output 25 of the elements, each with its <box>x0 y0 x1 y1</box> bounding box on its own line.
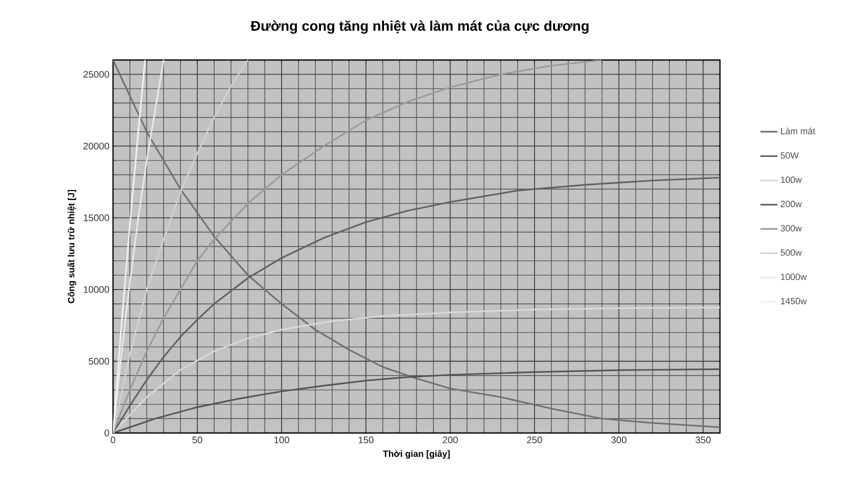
x-axis-title: Thời gian [giây] <box>382 450 450 459</box>
y-axis-title: Công suất lưu trữ nhiệt [J] <box>67 190 76 304</box>
x-tick-label: 0 <box>110 436 116 444</box>
chart-title: Đường cong tăng nhiệt và làm mát của cực dương <box>250 20 589 34</box>
y-tick-label: 20000 <box>84 142 110 150</box>
x-tick-label: 300 <box>611 436 626 444</box>
legend-label: 1450w <box>780 298 807 304</box>
x-tick-label: 200 <box>442 436 458 444</box>
legend-label: Làm mát <box>781 128 816 134</box>
legend-label: 1000w <box>780 274 807 280</box>
y-tick-label: 5000 <box>88 358 110 365</box>
y-tick-label: 0 <box>104 430 110 436</box>
legend-label: 300w <box>780 225 802 232</box>
x-tick-label: 100 <box>274 436 290 444</box>
legend-label: 200w <box>780 200 802 208</box>
y-tick-label: 15000 <box>84 214 110 222</box>
x-tick-label: 250 <box>527 436 542 444</box>
y-tick-label: 25000 <box>84 70 110 78</box>
legend-label: 100w <box>780 176 802 183</box>
legend-label: 50W <box>780 152 799 159</box>
x-tick-label: 350 <box>696 436 711 444</box>
y-tick-label: 10000 <box>84 286 110 293</box>
x-tick-label: 50 <box>192 436 202 444</box>
x-tick-label: 150 <box>358 436 374 444</box>
legend-label: 500w <box>780 249 802 256</box>
